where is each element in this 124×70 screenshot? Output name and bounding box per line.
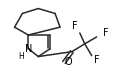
Text: F: F [103, 28, 108, 38]
Text: N: N [25, 44, 32, 54]
Text: O: O [64, 57, 72, 67]
Text: F: F [72, 21, 78, 31]
Text: H: H [19, 52, 24, 61]
Text: F: F [94, 55, 99, 64]
